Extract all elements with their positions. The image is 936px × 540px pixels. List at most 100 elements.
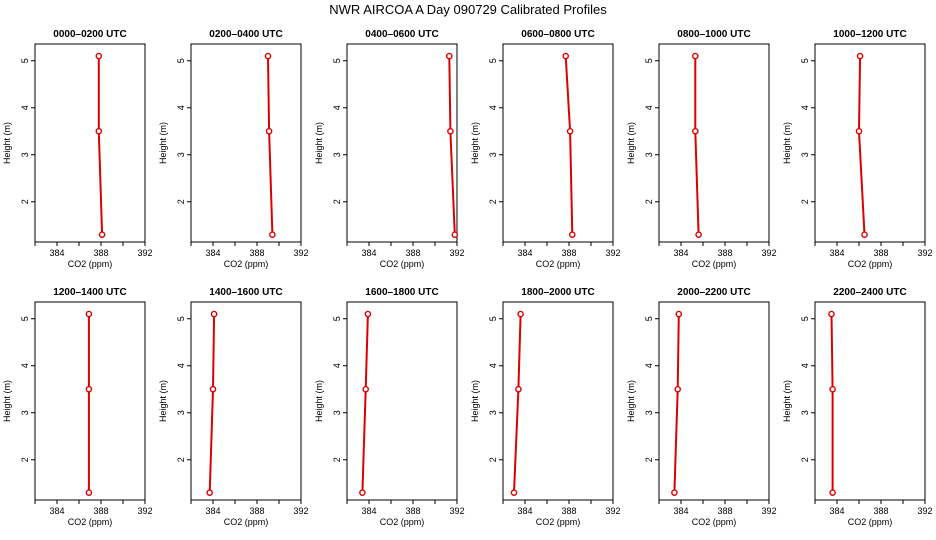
profile-panel-11: 2000–2200 UTC 384 388 392 2 3 4 5 CO2 (ppm) Heigh… [626, 287, 777, 527]
panel-grid: 0000–0200 UTC 384 388 392 2 3 4 5 CO2 (ppm) Heigh… [2, 29, 933, 527]
profile-panel-10: 1800–2000 UTC 384 388 392 2 3 4 5 CO2 (ppm) Heigh… [470, 287, 621, 527]
data-point [695, 231, 702, 238]
y-tick-label: 4 [488, 105, 498, 110]
x-axis-label: CO2 (ppm) [536, 259, 581, 269]
x-axis-label: CO2 (ppm) [380, 259, 425, 269]
x-tick-label: 392 [761, 248, 776, 258]
y-tick-label: 3 [800, 152, 810, 157]
x-tick-label: 392 [449, 248, 464, 258]
y-tick-label: 2 [332, 199, 342, 204]
y-tick-label: 2 [488, 457, 498, 462]
plot-frame [814, 43, 926, 243]
y-tick-label: 3 [800, 410, 810, 415]
data-point [364, 310, 372, 318]
profile-panel-2: 0200–0400 UTC 384 388 392 2 3 4 5 CO2 (ppm) Heigh… [158, 29, 309, 269]
profile-panel-9: 1600–1800 UTC 384 388 392 2 3 4 5 CO2 (ppm) Heigh… [314, 287, 465, 527]
data-point [510, 489, 518, 496]
y-tick-label: 4 [800, 105, 810, 110]
x-axis-label: CO2 (ppm) [380, 517, 425, 527]
x-tick-label: 388 [561, 506, 576, 516]
profile-panel-12: 2200–2400 UTC 384 388 392 2 3 4 5 CO2 (ppm) Heigh… [782, 287, 933, 527]
data-point [98, 231, 106, 238]
profile-panel-6: 1000–1200 UTC 384 388 392 2 3 4 5 CO2 (ppm) Heigh… [782, 29, 933, 269]
panel-title: 0200–0400 UTC [209, 29, 282, 40]
profile-line [830, 314, 834, 493]
y-axis-label: Height (m) [158, 122, 168, 164]
y-tick-label: 5 [332, 58, 342, 63]
profile-panel-1: 0000–0200 UTC 384 388 392 2 3 4 5 CO2 (ppm) Heigh… [2, 29, 153, 269]
y-tick-label: 2 [644, 199, 654, 204]
data-point [269, 231, 276, 238]
data-point [265, 127, 273, 135]
x-tick-label: 388 [93, 248, 108, 258]
profile-panel-7: 1200–1400 UTC 384 388 392 2 3 4 5 CO2 (ppm) Heigh… [2, 287, 153, 527]
data-point [829, 489, 836, 496]
data-point [569, 231, 576, 238]
profile-panel-3: 0400–0600 UTC 384 388 392 2 3 4 5 CO2 (ppm) Heigh… [314, 29, 465, 269]
y-axis-label: Height (m) [470, 380, 480, 422]
y-tick-label: 5 [644, 316, 654, 321]
data-point [85, 489, 93, 496]
y-axis-label: Height (m) [626, 380, 636, 422]
y-tick-label: 2 [20, 199, 30, 204]
x-tick-label: 392 [761, 506, 776, 516]
x-tick-label: 388 [93, 506, 108, 516]
x-tick-label: 392 [137, 248, 152, 258]
y-axis-label: Height (m) [314, 122, 324, 164]
y-tick-label: 2 [176, 457, 186, 462]
y-tick-label: 2 [800, 457, 810, 462]
y-tick-label: 3 [332, 410, 342, 415]
panel-title: 1800–2000 UTC [521, 287, 594, 298]
y-axis-label: Height (m) [626, 122, 636, 164]
data-point [451, 231, 459, 238]
x-axis-label: CO2 (ppm) [848, 517, 893, 527]
data-point [692, 127, 699, 135]
x-tick-label: 384 [517, 248, 532, 258]
x-tick-label: 392 [137, 506, 152, 516]
y-tick-label: 4 [332, 363, 342, 368]
x-tick-label: 384 [205, 248, 220, 258]
panel-title: 2000–2200 UTC [677, 287, 750, 298]
y-tick-label: 4 [20, 363, 30, 368]
data-point [85, 310, 93, 318]
data-point [447, 127, 454, 135]
plot-frame [34, 43, 146, 243]
plot-frame [190, 301, 302, 501]
x-tick-label: 388 [561, 248, 576, 258]
x-tick-label: 392 [605, 248, 620, 258]
plot-frame [502, 43, 614, 243]
x-tick-label: 392 [293, 506, 308, 516]
y-tick-label: 2 [800, 199, 810, 204]
panel-title: 0000–0200 UTC [53, 29, 126, 40]
x-tick-label: 384 [361, 506, 376, 516]
panel-title: 1400–1600 UTC [209, 287, 282, 298]
x-tick-label: 388 [717, 248, 732, 258]
x-axis-label: CO2 (ppm) [692, 517, 737, 527]
panel-title: 2200–2400 UTC [833, 287, 906, 298]
x-tick-label: 388 [405, 506, 420, 516]
y-tick-label: 2 [332, 457, 342, 462]
y-tick-label: 5 [20, 58, 30, 63]
y-tick-label: 4 [644, 363, 654, 368]
data-point [362, 385, 370, 393]
y-tick-label: 3 [176, 410, 186, 415]
data-point [515, 385, 522, 393]
data-point [828, 310, 835, 318]
x-tick-label: 388 [873, 506, 888, 516]
x-axis-label: CO2 (ppm) [68, 259, 113, 269]
data-point [674, 385, 682, 393]
profile-panel-5: 0800–1000 UTC 384 388 392 2 3 4 5 CO2 (ppm) Heigh… [626, 29, 777, 269]
x-tick-label: 388 [405, 248, 420, 258]
y-tick-label: 5 [800, 316, 810, 321]
x-tick-label: 392 [917, 248, 932, 258]
profile-panel-8: 1400–1600 UTC 384 388 392 2 3 4 5 CO2 (ppm) Heigh… [158, 287, 309, 527]
y-tick-label: 4 [176, 363, 186, 368]
data-point [85, 385, 93, 393]
panel-title: 0800–1000 UTC [677, 29, 750, 40]
y-tick-label: 2 [20, 457, 30, 462]
y-tick-label: 2 [176, 199, 186, 204]
x-tick-label: 388 [249, 248, 264, 258]
x-tick-label: 384 [517, 506, 532, 516]
y-tick-label: 3 [644, 410, 654, 415]
